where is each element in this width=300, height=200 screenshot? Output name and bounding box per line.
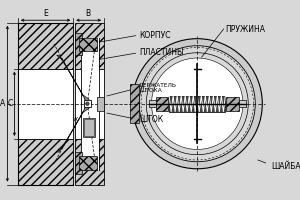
Bar (75, 69, 104, 139)
Polygon shape (57, 104, 89, 152)
Polygon shape (57, 55, 89, 104)
Bar (81, 38, 99, 170)
Bar (18, 23, 73, 69)
Circle shape (146, 53, 248, 155)
Circle shape (85, 102, 89, 105)
Bar (226, 97, 238, 111)
Circle shape (152, 58, 243, 149)
Text: ПЛАСТИНЫ: ПЛАСТИНЫ (139, 48, 184, 57)
Bar (75, 152, 82, 174)
Bar (80, 38, 97, 51)
Text: E: E (43, 9, 48, 18)
Bar (80, 156, 97, 170)
Text: ПРУЖИНА: ПРУЖИНА (225, 25, 266, 34)
Bar (18, 69, 73, 139)
Bar (156, 97, 168, 111)
Text: ДЕРЖАТЕЛЬ
ШТОКА: ДЕРЖАТЕЛЬ ШТОКА (139, 83, 177, 93)
Circle shape (132, 39, 262, 169)
Text: G: G (87, 121, 92, 126)
Bar (75, 33, 82, 55)
Bar (130, 84, 139, 123)
Bar (18, 139, 73, 185)
Text: к: к (74, 116, 78, 122)
Bar (169, 96, 225, 112)
Bar (75, 23, 104, 69)
Text: КОРПУС: КОРПУС (139, 31, 171, 40)
Text: B: B (86, 9, 91, 18)
Bar (238, 100, 246, 107)
Bar (84, 100, 91, 107)
Bar (75, 139, 104, 185)
Text: ШАЙБА: ШАЙБА (271, 162, 300, 171)
Bar (149, 100, 156, 107)
Text: A: A (0, 99, 6, 108)
Text: C: C (8, 99, 13, 108)
Bar (28, 77, 65, 130)
Bar (84, 119, 94, 136)
Circle shape (139, 46, 255, 162)
Bar (97, 97, 104, 111)
Text: ШТОК: ШТОК (139, 115, 164, 124)
Bar (83, 118, 95, 137)
